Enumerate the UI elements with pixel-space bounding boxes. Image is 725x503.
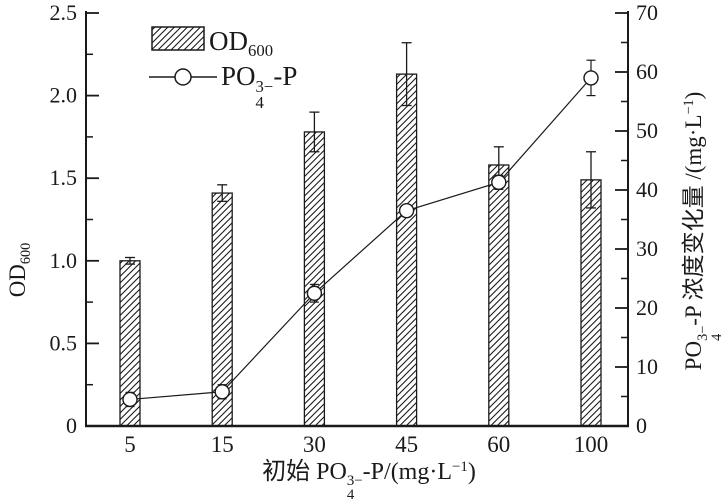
right-axis-title: PO 3− 4 -P 浓度变化量 /(mg·L−1) [680, 91, 725, 371]
po4-marker-60 [491, 174, 507, 191]
right-axis-tick-label: 50 [636, 118, 658, 143]
right-axis-tick-label: 60 [636, 59, 658, 84]
chart-canvas: 0 0.5 1.0 1.5 2.0 2.5 0 10 20 30 40 50 60 70 5 15 30 45 60… [50, 0, 659, 457]
left-axis-title: OD600 [5, 242, 34, 298]
right-axis-tick-label: 70 [636, 0, 658, 25]
x-axis-tick-label: 30 [303, 432, 326, 457]
right-axis-tick-label: 10 [636, 354, 658, 379]
x-axis-tick-label: 100 [574, 432, 609, 457]
left-axis-tick-label: 0.5 [50, 330, 78, 355]
po4-marker-30 [306, 285, 323, 301]
po4-marker-45 [398, 202, 415, 219]
left-axis-tick-label: 2.0 [50, 83, 78, 108]
legend-swatch-od600-hatched-bar [151, 26, 205, 51]
po4-marker-5 [122, 391, 138, 408]
po4-line [129, 77, 592, 401]
po4-marker-100 [583, 70, 599, 86]
od600-bar-100 [580, 179, 602, 427]
od600-bar-60 [488, 164, 510, 427]
legend-swatch-po4-circle-marker [174, 68, 192, 86]
left-axis-tick-label: 2.5 [50, 0, 78, 25]
x-axis-tick-label: 45 [395, 432, 418, 457]
chart-figure: 0 0.5 1.0 1.5 2.0 2.5 0 10 20 30 40 50 60 70 5 15 30 45 60… [5, 0, 725, 503]
x-axis-title: 初始 PO 3− 4 -P/(mg·L−1) [262, 458, 476, 503]
x-axis-tick-label: 60 [487, 432, 510, 457]
od600-bar-45 [395, 73, 418, 427]
right-axis-tick-label: 20 [636, 295, 658, 320]
right-axis-tick-label: 30 [636, 236, 658, 261]
od600-bar-30 [303, 131, 326, 427]
right-axis-tick-label: 40 [636, 177, 658, 202]
left-axis-tick-label: 1.0 [50, 248, 78, 273]
right-axis-tick-label: 0 [636, 413, 647, 438]
x-axis-tick-label: 15 [211, 432, 234, 457]
legend-label-od600: OD600 [209, 26, 274, 60]
x-axis-tick-label: 5 [124, 432, 136, 457]
legend-label-po4: PO 3− 4 -P [221, 61, 298, 112]
left-axis-tick-label: 1.5 [50, 165, 78, 190]
left-axis-tick-label: 0 [66, 413, 77, 438]
po4-marker-15 [214, 384, 230, 400]
